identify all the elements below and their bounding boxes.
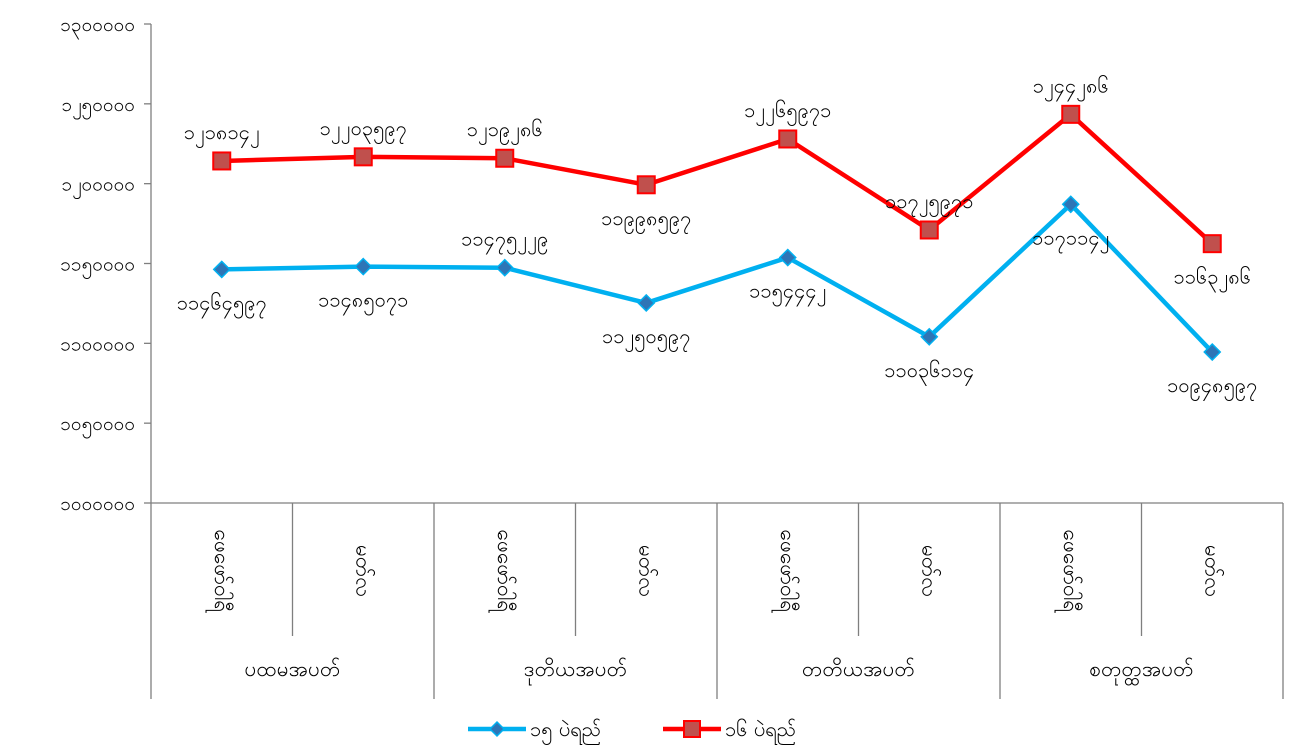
data-label: ၁၁၅၄၄၄၂ — [749, 279, 826, 307]
data-point — [212, 151, 232, 171]
data-label: ၁၂၂၆၅၉၇၁ — [744, 98, 831, 126]
data-label: ၁၁၆၃၂၈၆ — [1174, 265, 1252, 293]
x-category-label: ဖေဖော်ဝါရီ — [205, 530, 235, 614]
y-tick-label: ၁၃၀၀၀၀၀ — [60, 14, 135, 40]
legend-marker — [683, 720, 701, 738]
series-line — [221, 202, 1214, 354]
x-category-label: ဖေဖော်ဝါရီ — [771, 530, 801, 614]
data-point — [353, 147, 373, 167]
data-label: ၁၁၉၉၈၅၉၇ — [601, 206, 691, 234]
data-label: ၁၁၄၈၅၀၇၁ — [318, 288, 408, 316]
data-point — [636, 175, 656, 195]
y-tick-label: ၁၁၀၀၀၀၀ — [60, 333, 135, 355]
data-point — [495, 148, 515, 168]
data-label: ၁၁၇၁၁၄၂ — [1032, 225, 1109, 253]
x-category-label: မတ်လ — [1200, 545, 1225, 597]
x-group-label: စတုတ္ထအပတ် — [1089, 656, 1193, 686]
data-label: ၁၁၀၃၆၁၁၄ — [884, 358, 974, 386]
legend-label: ၁၆ ပဲရည် — [725, 717, 796, 745]
data-label: ၁၂၂၀၃၅၉၇ — [320, 116, 407, 144]
data-point — [920, 327, 939, 346]
legend-label: ၁၅ ပဲရည် — [530, 717, 601, 745]
data-point — [212, 260, 231, 279]
data-point — [778, 129, 798, 149]
x-group-label: တတိယအပတ် — [802, 656, 915, 681]
legend: ၁၅ ပဲရည် ၁၆ ပဲရည် — [468, 717, 796, 745]
data-labels: ၁၁၄၆၄၅၉၇ ၁၁၄၈၅၀၇၁၁၁၄၇၅၂၂၉၁၁၂၅၀၅၉၇၁၁၅၄၄၄၂၁… — [177, 73, 1258, 401]
data-label: ၁၂၁၉၂၈၆ — [467, 117, 543, 145]
x-group-label: ပထမအပတ် — [245, 656, 341, 681]
data-label: ၁၂၄၄၂၈၆ — [1033, 73, 1109, 101]
data-point — [1203, 342, 1222, 362]
data-label: ၁၁၇၂၅၉၇၁ — [885, 189, 974, 217]
legend-marker — [488, 720, 506, 738]
x-category-label: မတ်လ — [351, 545, 376, 597]
data-label: ၁၁၄၆၄၅၉၇ — [177, 290, 267, 318]
data-label: ၁၂၁၈၁၄၂ — [184, 120, 260, 148]
series-line — [221, 112, 1214, 246]
y-tick-label: ၁၀၅၀၀၀၀ — [60, 413, 135, 439]
data-point — [1061, 195, 1080, 214]
x-category-label: ဖေဖော်ဝါရီ — [488, 530, 518, 614]
data-point — [495, 258, 514, 277]
data-point — [1202, 234, 1222, 254]
data-point — [1061, 104, 1081, 124]
data-point — [919, 220, 939, 240]
data-label: ၁၀၉၄၈၅၉၇ — [1167, 373, 1257, 401]
data-point — [778, 248, 797, 267]
x-category-label: ဖေဖော်ဝါရီ — [1054, 530, 1084, 614]
x-group-label: ဒုတိယအပတ် — [524, 656, 627, 686]
x-category-label: မတ်လ — [917, 545, 942, 597]
y-tick-label: ၁၁၅၀၀၀၀ — [60, 254, 135, 280]
data-label: ၁၁၂၅၀၅၉၇ — [602, 324, 691, 352]
y-tick-label: ၁၂၀၀၀၀၀ — [62, 174, 135, 200]
x-category-label: မတ်လ — [634, 545, 659, 597]
series-layer — [212, 104, 1222, 362]
y-tick-label: ၁၂၅၀၀၀၀ — [62, 94, 135, 120]
data-label: ၁၁၄၇၅၂၂၉ — [461, 227, 548, 255]
y-tick-label: ၁၀၀၀၀၀၀ — [60, 493, 135, 515]
data-point — [637, 293, 656, 313]
data-point — [354, 257, 373, 276]
axes: ၁၀၀၀၀၀၀ ၁၀၅၀၀၀၀ ၁၁၀၀၀၀၀ ၁၁၅၀၀၀၀ ၁၂၀၀၀၀၀ ၁၂၅၀၀… — [60, 14, 1284, 699]
